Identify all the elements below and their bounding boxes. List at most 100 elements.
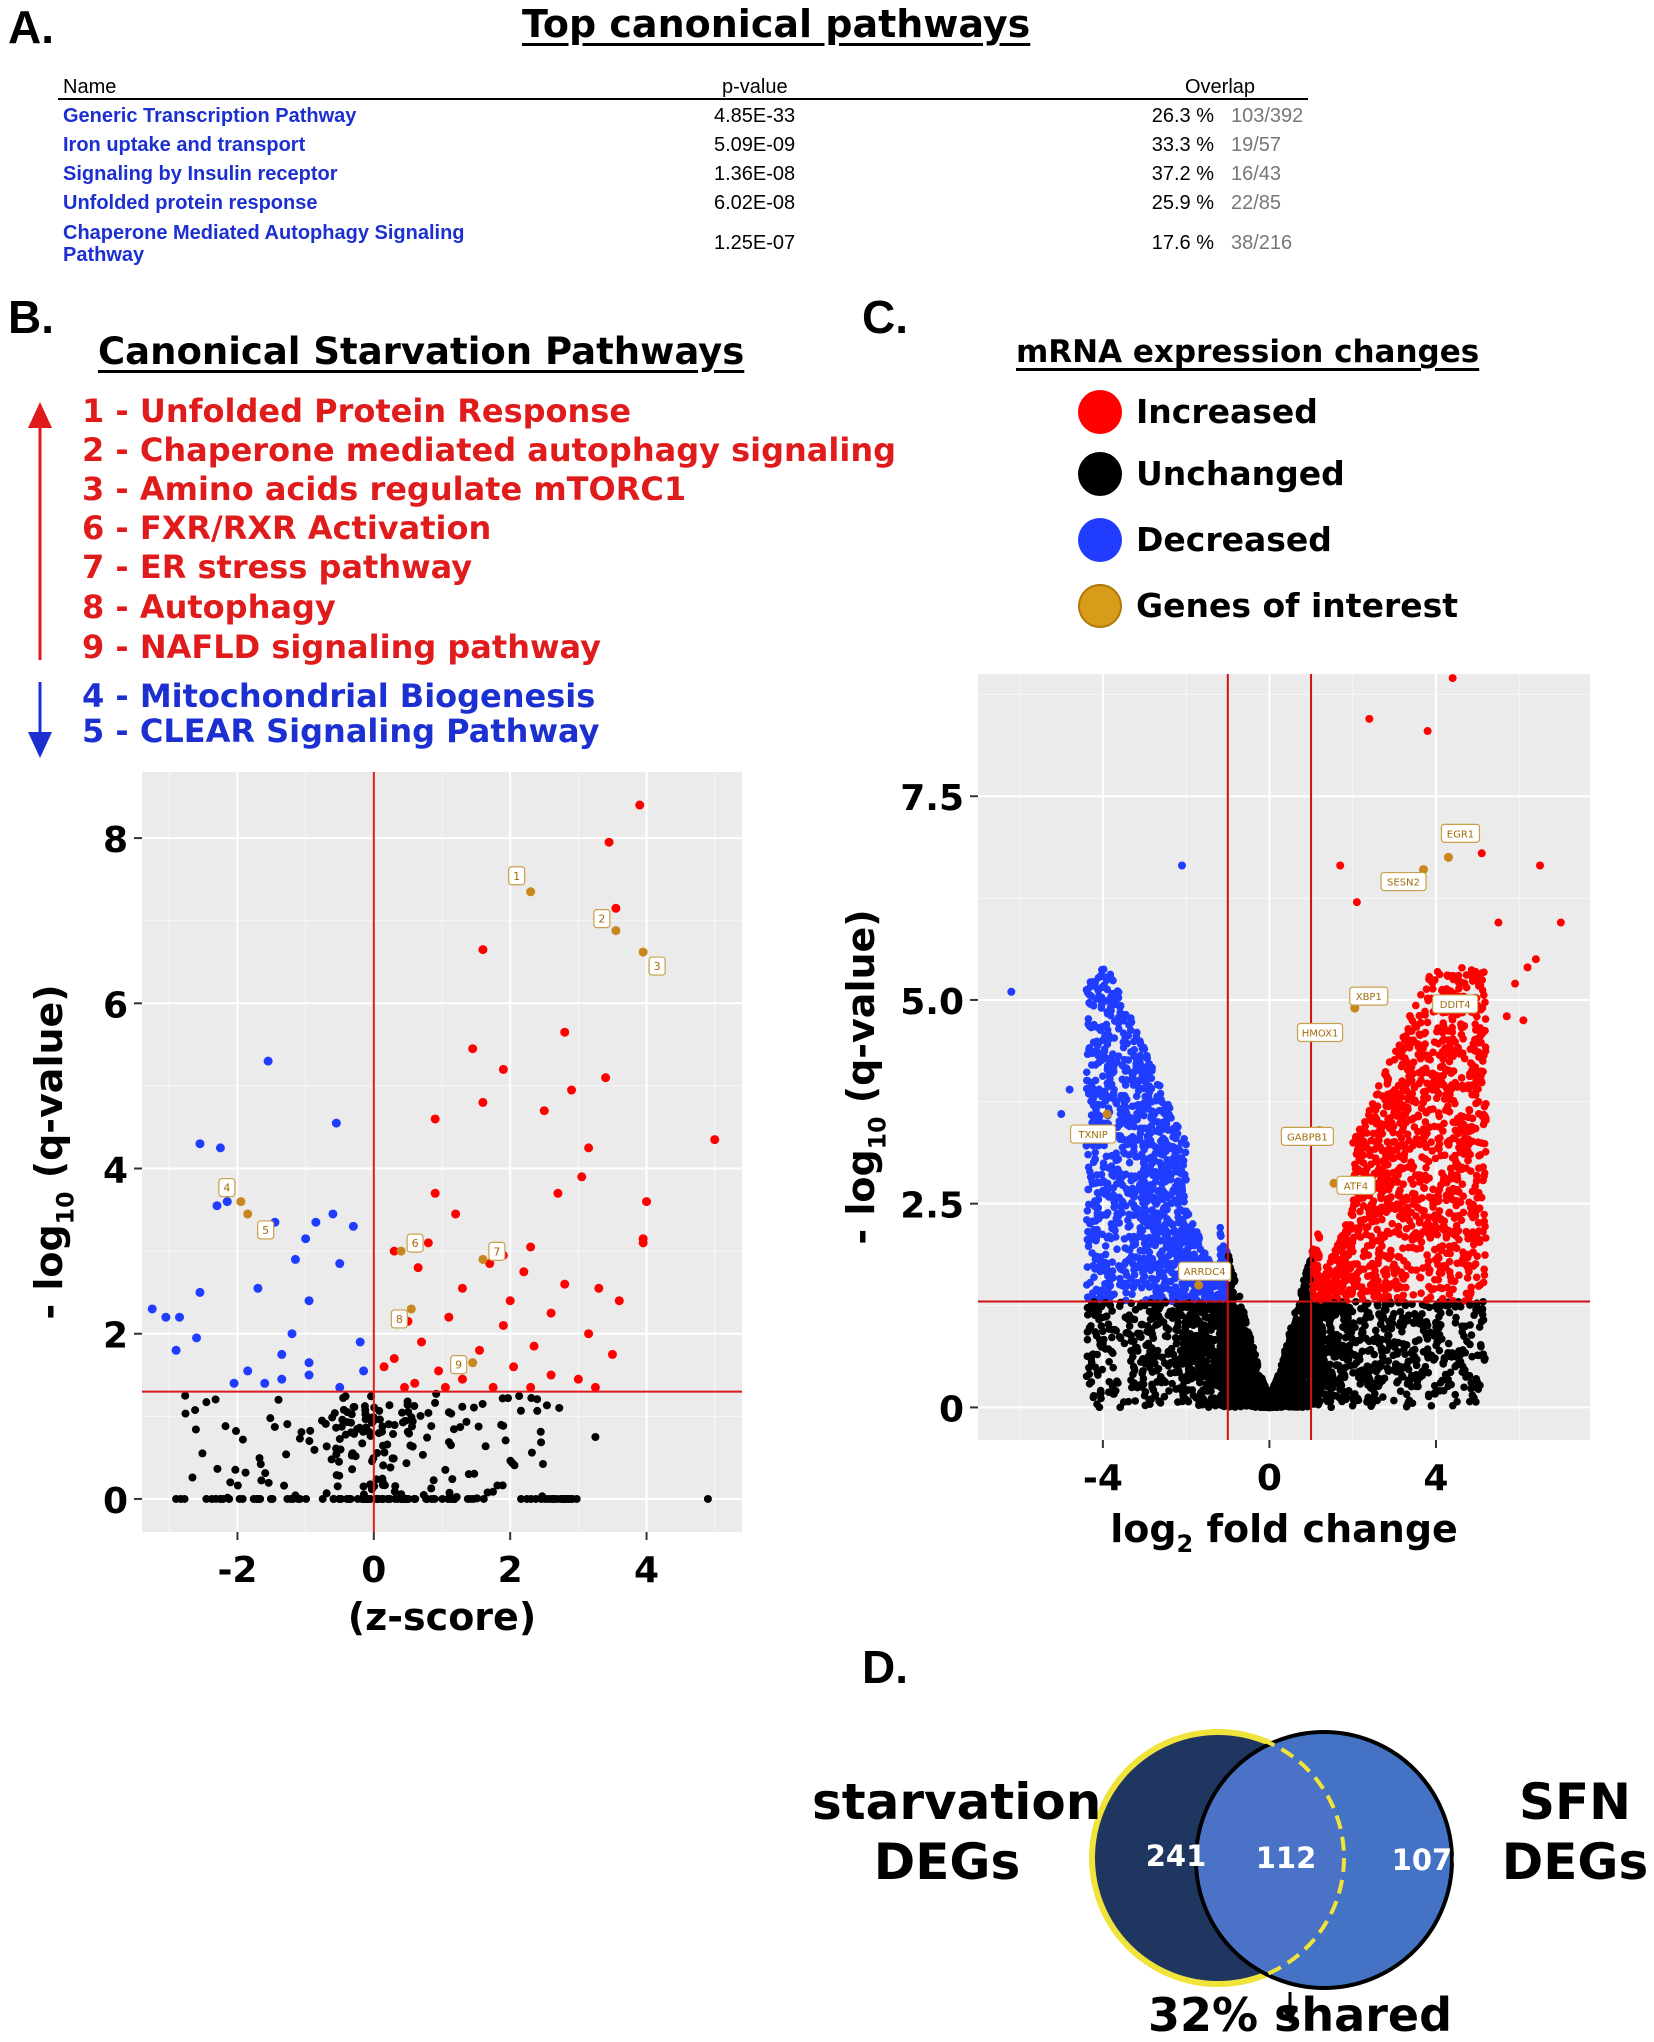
unchanged-point	[1203, 1398, 1212, 1407]
increased-point	[1430, 1275, 1439, 1284]
unchanged-point	[322, 1489, 331, 1498]
increased-point	[1453, 1083, 1462, 1091]
decreased-point	[1117, 1202, 1125, 1211]
unchanged-point	[1341, 1363, 1350, 1372]
decreased-point	[1108, 1267, 1117, 1275]
increased-point	[1423, 1094, 1432, 1102]
increased-point	[1477, 1071, 1485, 1080]
decreased-point	[1184, 1244, 1192, 1253]
unchanged-point	[1378, 1348, 1386, 1356]
unchanged-point	[358, 1494, 367, 1503]
unchanged-point	[1430, 1332, 1439, 1340]
pathway-label-box	[406, 1233, 424, 1253]
unchanged-point	[1466, 1301, 1474, 1309]
unchanged-point	[1371, 1360, 1380, 1368]
unchanged-point	[1445, 1352, 1454, 1360]
unchanged-point	[1411, 1318, 1419, 1327]
decreased-point	[1162, 1202, 1171, 1210]
decreased-point	[1140, 1124, 1148, 1133]
increased-point	[1482, 1116, 1490, 1125]
unchanged-point	[1087, 1355, 1096, 1363]
increased-point	[1440, 1022, 1448, 1031]
increased-point	[1381, 1278, 1390, 1287]
increased-point	[1476, 1150, 1485, 1159]
unchanged-point	[223, 1493, 232, 1502]
unchanged-point	[283, 1420, 292, 1429]
pathway-link[interactable]: Iron uptake and transport	[63, 134, 306, 156]
unchanged-point	[536, 1427, 545, 1436]
unchanged-point	[188, 1473, 197, 1482]
increased-point	[1471, 1035, 1479, 1044]
increased-point	[1416, 1031, 1424, 1040]
increased-point	[1410, 1083, 1419, 1092]
decreased-point	[335, 1382, 345, 1392]
unchanged-point	[1444, 1339, 1453, 1348]
increased-point	[1440, 1119, 1448, 1128]
decreased-point	[1128, 1184, 1137, 1193]
increased-point	[539, 1106, 549, 1116]
decreased-point	[1098, 1178, 1106, 1186]
pathway-of-interest-point	[243, 1209, 253, 1219]
pathway-label: 1	[513, 870, 520, 883]
decreased-point	[1103, 1208, 1112, 1217]
unchanged-point	[1460, 1383, 1468, 1392]
increased-point	[1359, 1252, 1368, 1261]
pathway-link[interactable]: Unfolded protein response	[63, 192, 318, 214]
increased-point	[1459, 1192, 1468, 1201]
pvalue-cell: 6.02E-08	[714, 192, 796, 214]
increased-point	[1446, 1164, 1455, 1173]
pathway-link[interactable]: Chaperone Mediated Autophagy Signaling Pa…	[63, 222, 465, 266]
unchanged-point	[1380, 1325, 1389, 1333]
decreased-point	[1173, 1177, 1182, 1186]
increased-point	[1411, 1001, 1420, 1010]
overlap-count-cell: 103/392	[1231, 105, 1304, 127]
decreased-point	[1130, 1046, 1139, 1054]
unchanged-point	[1379, 1393, 1387, 1401]
increased-point	[1385, 1058, 1394, 1066]
increased-point	[1383, 1080, 1392, 1088]
increased-point	[1343, 1228, 1352, 1237]
increased-point	[1480, 991, 1488, 999]
unchanged-point	[361, 1415, 370, 1424]
decreased-point	[1140, 1217, 1149, 1225]
decreased-point	[1147, 1184, 1155, 1192]
increased-point	[1459, 1120, 1468, 1129]
decreased-point	[1098, 1188, 1106, 1197]
x-tick-label: -4	[1083, 1458, 1123, 1499]
unchanged-point	[1475, 1323, 1484, 1331]
increased-point	[1434, 1039, 1443, 1048]
decreased-point	[1123, 1281, 1132, 1290]
pathway-of-interest-point	[236, 1197, 246, 1207]
decreased-point	[1162, 1239, 1171, 1248]
increased-point	[1477, 1038, 1485, 1047]
unchanged-point	[1453, 1360, 1461, 1369]
unchanged-point	[1108, 1382, 1117, 1390]
increased-point	[1361, 1118, 1369, 1126]
unchanged-point	[401, 1494, 410, 1503]
decreased-point	[1094, 1111, 1103, 1119]
pathway-link[interactable]: Signaling by Insulin receptor	[63, 163, 338, 185]
unchanged-point	[332, 1444, 341, 1453]
increased-point	[1458, 1180, 1467, 1188]
pvalue-cell: 5.09E-09	[714, 134, 796, 156]
unchanged-point	[1120, 1339, 1129, 1348]
unchanged-point	[1439, 1359, 1447, 1367]
decreased-point	[1116, 1001, 1125, 1010]
increased-point	[584, 1143, 594, 1153]
increased-point	[423, 1238, 433, 1248]
unchanged-point	[1411, 1337, 1420, 1346]
increased-point	[413, 1263, 423, 1273]
unchanged-point	[1182, 1387, 1190, 1395]
decreased-point	[1171, 1151, 1180, 1160]
pathway-link[interactable]: Generic Transcription Pathway	[63, 105, 357, 127]
table-row: Unfolded protein response 6.02E-08 25.9 …	[0, 192, 1654, 220]
increased-point	[590, 1382, 600, 1392]
decreased-point	[1101, 1250, 1110, 1259]
increased-point	[1403, 1262, 1412, 1271]
unchanged-point	[1337, 1381, 1345, 1389]
unchanged-point	[1178, 1360, 1187, 1368]
increased-point	[1398, 1077, 1406, 1085]
increased-point	[1402, 1283, 1410, 1292]
column-overlap: Overlap	[1185, 76, 1256, 98]
increased-point	[1409, 1243, 1417, 1252]
